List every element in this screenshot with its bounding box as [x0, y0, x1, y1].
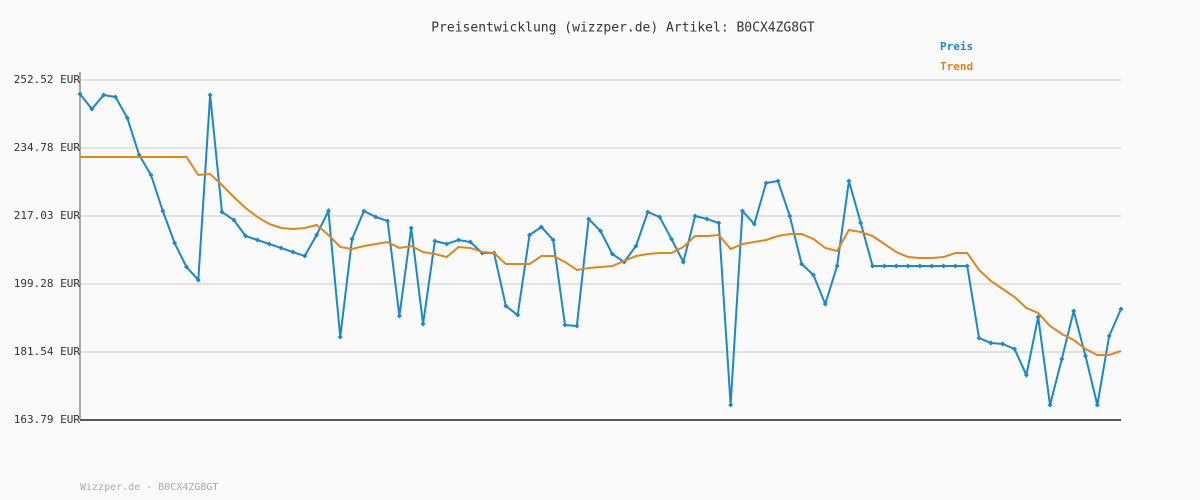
point: [645, 209, 651, 215]
point: [810, 272, 816, 278]
point: [302, 253, 308, 259]
point: [952, 263, 958, 269]
point: [266, 241, 272, 247]
point: [858, 220, 864, 226]
point: [1023, 372, 1029, 378]
point: [515, 312, 521, 318]
point: [775, 178, 781, 184]
point: [1106, 333, 1112, 339]
point: [408, 225, 414, 231]
y-tick-label: 252.52 EUR: [14, 73, 81, 86]
point: [834, 263, 840, 269]
y-tick-label: 217.03 EUR: [14, 209, 81, 222]
point: [231, 217, 237, 223]
point: [586, 216, 592, 222]
point: [562, 322, 568, 328]
point: [728, 402, 734, 408]
point: [1012, 346, 1018, 352]
point: [574, 323, 580, 329]
y-tick-label: 199.28 EUR: [14, 277, 81, 290]
point: [739, 208, 745, 214]
point: [420, 321, 426, 327]
point: [243, 233, 249, 239]
point: [704, 216, 710, 222]
point: [385, 218, 391, 224]
point: [1000, 341, 1006, 347]
point: [988, 340, 994, 346]
point: [254, 237, 260, 243]
point: [527, 232, 533, 238]
point: [822, 301, 828, 307]
point: [881, 263, 887, 269]
point: [846, 178, 852, 184]
point: [763, 180, 769, 186]
point: [112, 94, 118, 100]
point: [657, 214, 663, 220]
point: [692, 213, 698, 219]
point: [195, 277, 201, 283]
point: [1083, 353, 1089, 359]
point: [160, 208, 166, 214]
point: [77, 91, 83, 97]
point: [680, 259, 686, 265]
point: [716, 220, 722, 226]
point: [668, 236, 674, 242]
point: [538, 224, 544, 230]
legend-label: Trend: [940, 60, 973, 73]
point: [870, 263, 876, 269]
point: [929, 263, 935, 269]
point: [89, 106, 95, 112]
point: [1118, 306, 1124, 312]
point: [799, 261, 805, 267]
point: [396, 313, 402, 319]
point: [101, 92, 107, 98]
point: [1071, 308, 1077, 314]
point: [1094, 402, 1100, 408]
point: [941, 263, 947, 269]
point: [278, 245, 284, 251]
point: [467, 239, 473, 245]
point: [905, 263, 911, 269]
point: [325, 208, 331, 214]
point: [976, 335, 982, 341]
point: [1047, 402, 1053, 408]
point: [337, 334, 343, 340]
footer: Wizzper.de - B0CX4ZG8GT: [80, 482, 218, 493]
y-tick-label: 234.78 EUR: [14, 141, 81, 154]
point: [917, 263, 923, 269]
point: [361, 208, 367, 214]
point: [609, 251, 615, 257]
point: [1059, 356, 1065, 362]
point: [893, 263, 899, 269]
point: [503, 303, 509, 309]
point: [148, 172, 154, 178]
point: [787, 213, 793, 219]
y-tick-label: 163.79 EUR: [14, 413, 81, 426]
point: [290, 249, 296, 255]
point: [172, 240, 178, 246]
point: [633, 243, 639, 249]
point: [964, 263, 970, 269]
point: [219, 209, 225, 215]
point: [183, 264, 189, 270]
chart-title: Preisentwicklung (wizzper.de) Artikel: B…: [431, 21, 815, 36]
point: [550, 237, 556, 243]
point: [751, 221, 757, 227]
point: [598, 228, 603, 234]
point: [124, 115, 130, 121]
point: [207, 92, 213, 98]
point: [373, 214, 379, 220]
line-1: [80, 155, 1122, 356]
point: [444, 241, 450, 247]
point: [314, 232, 320, 238]
y-tick-label: 181.54 EUR: [14, 345, 81, 358]
point: [456, 237, 462, 243]
point: [432, 238, 438, 244]
point: [349, 236, 355, 242]
legend-label: Preis: [940, 40, 973, 53]
